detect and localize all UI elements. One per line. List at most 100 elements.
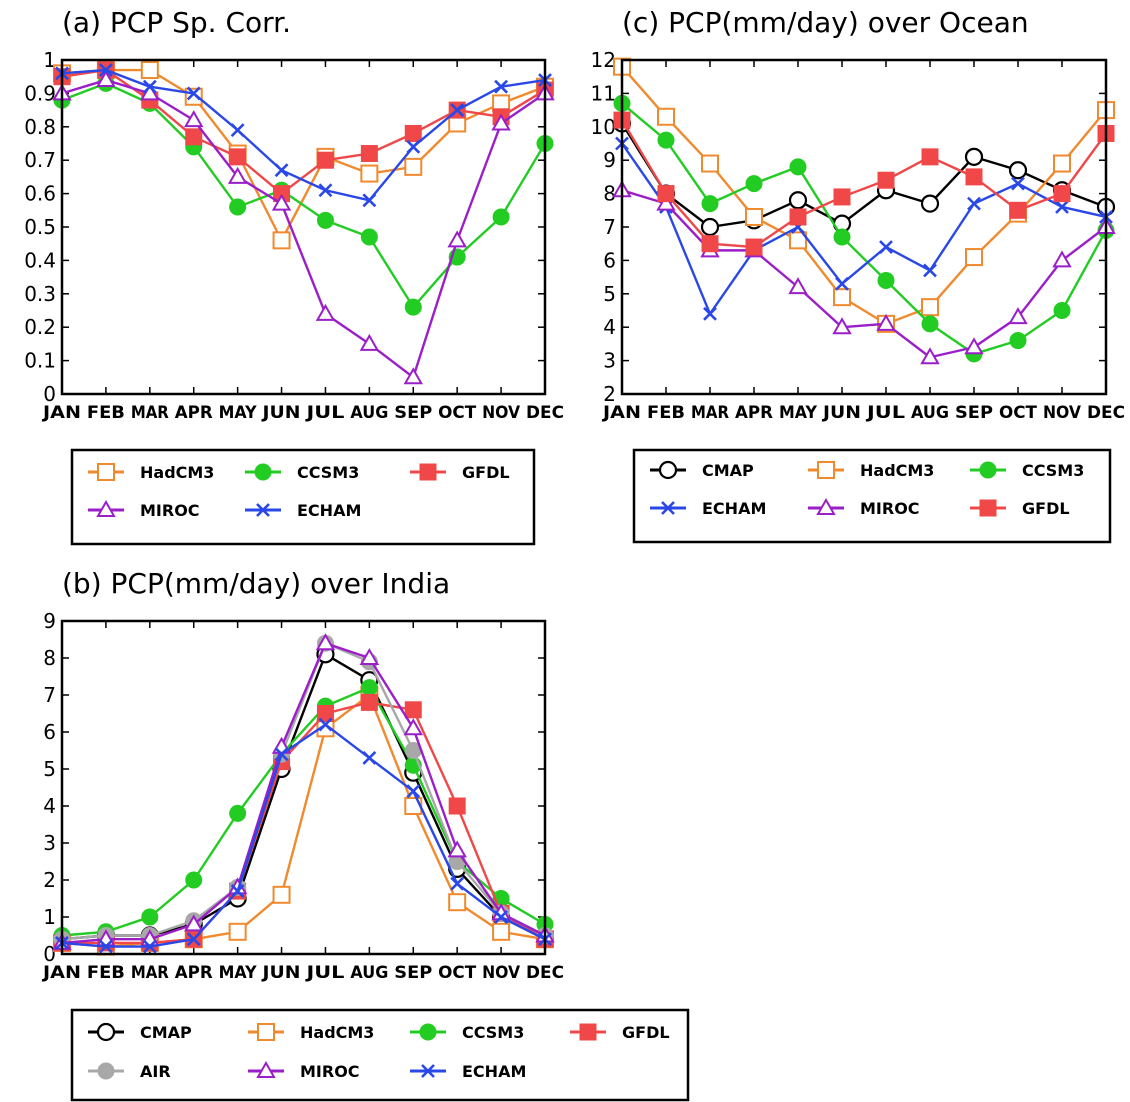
data-point <box>141 908 159 926</box>
legend-marker <box>257 1023 275 1041</box>
data-point <box>789 208 807 226</box>
legend-marker <box>979 461 997 479</box>
x-tick-label: MAY <box>219 963 258 983</box>
data-point <box>788 277 808 295</box>
legend-marker <box>661 501 675 515</box>
data-point <box>185 128 203 146</box>
y-tick-label: 4 <box>43 794 56 818</box>
plot-frame <box>620 58 1108 396</box>
data-point <box>494 79 509 94</box>
legend-item-miroc: MIROC <box>88 499 200 520</box>
x-tick-label: JAN <box>42 963 81 983</box>
data-point <box>229 148 247 166</box>
data-point <box>1008 161 1028 180</box>
legend-marker <box>256 503 270 517</box>
x-tick-label: FEB <box>87 963 125 983</box>
series-miroc <box>52 70 555 385</box>
series-cmap <box>52 645 555 949</box>
data-point <box>274 747 289 762</box>
data-point <box>360 145 378 163</box>
legend-marker <box>97 463 115 481</box>
legend-marker <box>96 1022 116 1042</box>
legend-label: CMAP <box>140 1023 192 1042</box>
x-tick-label: JUN <box>822 403 861 423</box>
data-point <box>745 207 763 226</box>
x-tick-label: SEP <box>955 403 993 423</box>
legend-item-cmap: CMAP <box>88 1022 192 1042</box>
data-point <box>360 679 378 697</box>
data-point <box>315 303 336 321</box>
chart-title: (a) PCP Sp. Corr. <box>62 6 291 39</box>
data-point <box>96 70 116 88</box>
legend-marker <box>256 1060 276 1078</box>
y-tick-label: 11 <box>591 81 616 105</box>
data-point <box>316 151 334 169</box>
data-point <box>272 231 291 250</box>
legend-item-gfdl: GFDL <box>570 1023 670 1042</box>
data-point <box>447 840 467 858</box>
data-point <box>1009 201 1027 219</box>
chart-panel-2: (c) PCP(mm/day) over Ocean 2 3 4 5 6 7 8 9 10 11 12… <box>591 6 1125 544</box>
data-point <box>657 131 675 149</box>
data-point <box>964 147 984 166</box>
legend-label: ECHAM <box>462 1062 526 1081</box>
y-tick-label: 0.5 <box>24 215 56 239</box>
data-point <box>1052 250 1072 268</box>
legend-marker <box>816 497 836 515</box>
data-point <box>404 157 423 176</box>
plot-frame <box>60 58 547 396</box>
y-tick-label: 0.8 <box>24 115 56 139</box>
x-tick-label: JUN <box>261 963 300 983</box>
data-point <box>921 298 939 317</box>
series-ccsm3 <box>53 74 554 316</box>
legend-label: ECHAM <box>297 501 361 520</box>
chart-title: (b) PCP(mm/day) over India <box>62 567 450 600</box>
x-tick-label: AUG <box>350 403 388 423</box>
data-point <box>833 188 851 206</box>
data-point <box>701 154 719 173</box>
data-point <box>1053 185 1071 203</box>
data-point <box>404 298 422 316</box>
y-tick-label: 0 <box>43 942 56 966</box>
data-point <box>360 228 378 246</box>
y-tick-label: 1 <box>43 905 56 929</box>
legend-item-echam: ECHAM <box>410 1062 526 1081</box>
x-tick-label: OCT <box>438 963 476 983</box>
chart-panel-3: (b) PCP(mm/day) over India 0 1 2 3 4 5 6 7 8 9 JAN F… <box>42 567 690 1102</box>
data-point <box>789 158 807 176</box>
series-hadcm3 <box>53 61 554 250</box>
x-tick-label: MAR <box>131 963 169 983</box>
data-point <box>491 113 511 131</box>
x-tick-label: DEC <box>1087 403 1125 423</box>
x-tick-label: DEC <box>526 963 564 983</box>
legend-marker <box>97 1062 115 1080</box>
y-tick-label: 0.6 <box>24 182 56 206</box>
y-tick-label: 8 <box>43 646 56 670</box>
y-tick-label: 9 <box>603 148 616 172</box>
x-tick-label: APR <box>175 963 213 983</box>
data-point <box>360 164 379 183</box>
legend-label: HadCM3 <box>140 463 214 482</box>
data-point <box>318 717 333 732</box>
y-tick-label: 10 <box>591 115 616 139</box>
x-tick-label: FEB <box>87 403 125 423</box>
data-point <box>833 228 851 246</box>
x-tick-label: JAN <box>602 403 641 423</box>
y-tick-label: 0.9 <box>24 81 56 105</box>
x-tick-label: NOV <box>1043 403 1082 423</box>
legend-label: GFDL <box>1022 499 1070 518</box>
data-point <box>184 914 204 932</box>
y-tick-label: 6 <box>43 720 56 744</box>
legend-item-hadcm3: HadCM3 <box>88 463 214 482</box>
legend-item-hadcm3: HadCM3 <box>248 1023 374 1042</box>
data-point <box>142 939 157 954</box>
data-point <box>406 139 421 154</box>
x-tick-label: SEP <box>394 963 432 983</box>
x-tick-label: FEB <box>647 403 685 423</box>
y-tick-label: 3 <box>603 349 616 373</box>
chart-title: (c) PCP(mm/day) over Ocean <box>622 6 1029 39</box>
data-point <box>272 885 291 904</box>
data-point <box>362 193 377 208</box>
legend-item-hadcm3: HadCM3 <box>808 461 934 480</box>
data-point <box>920 194 940 213</box>
